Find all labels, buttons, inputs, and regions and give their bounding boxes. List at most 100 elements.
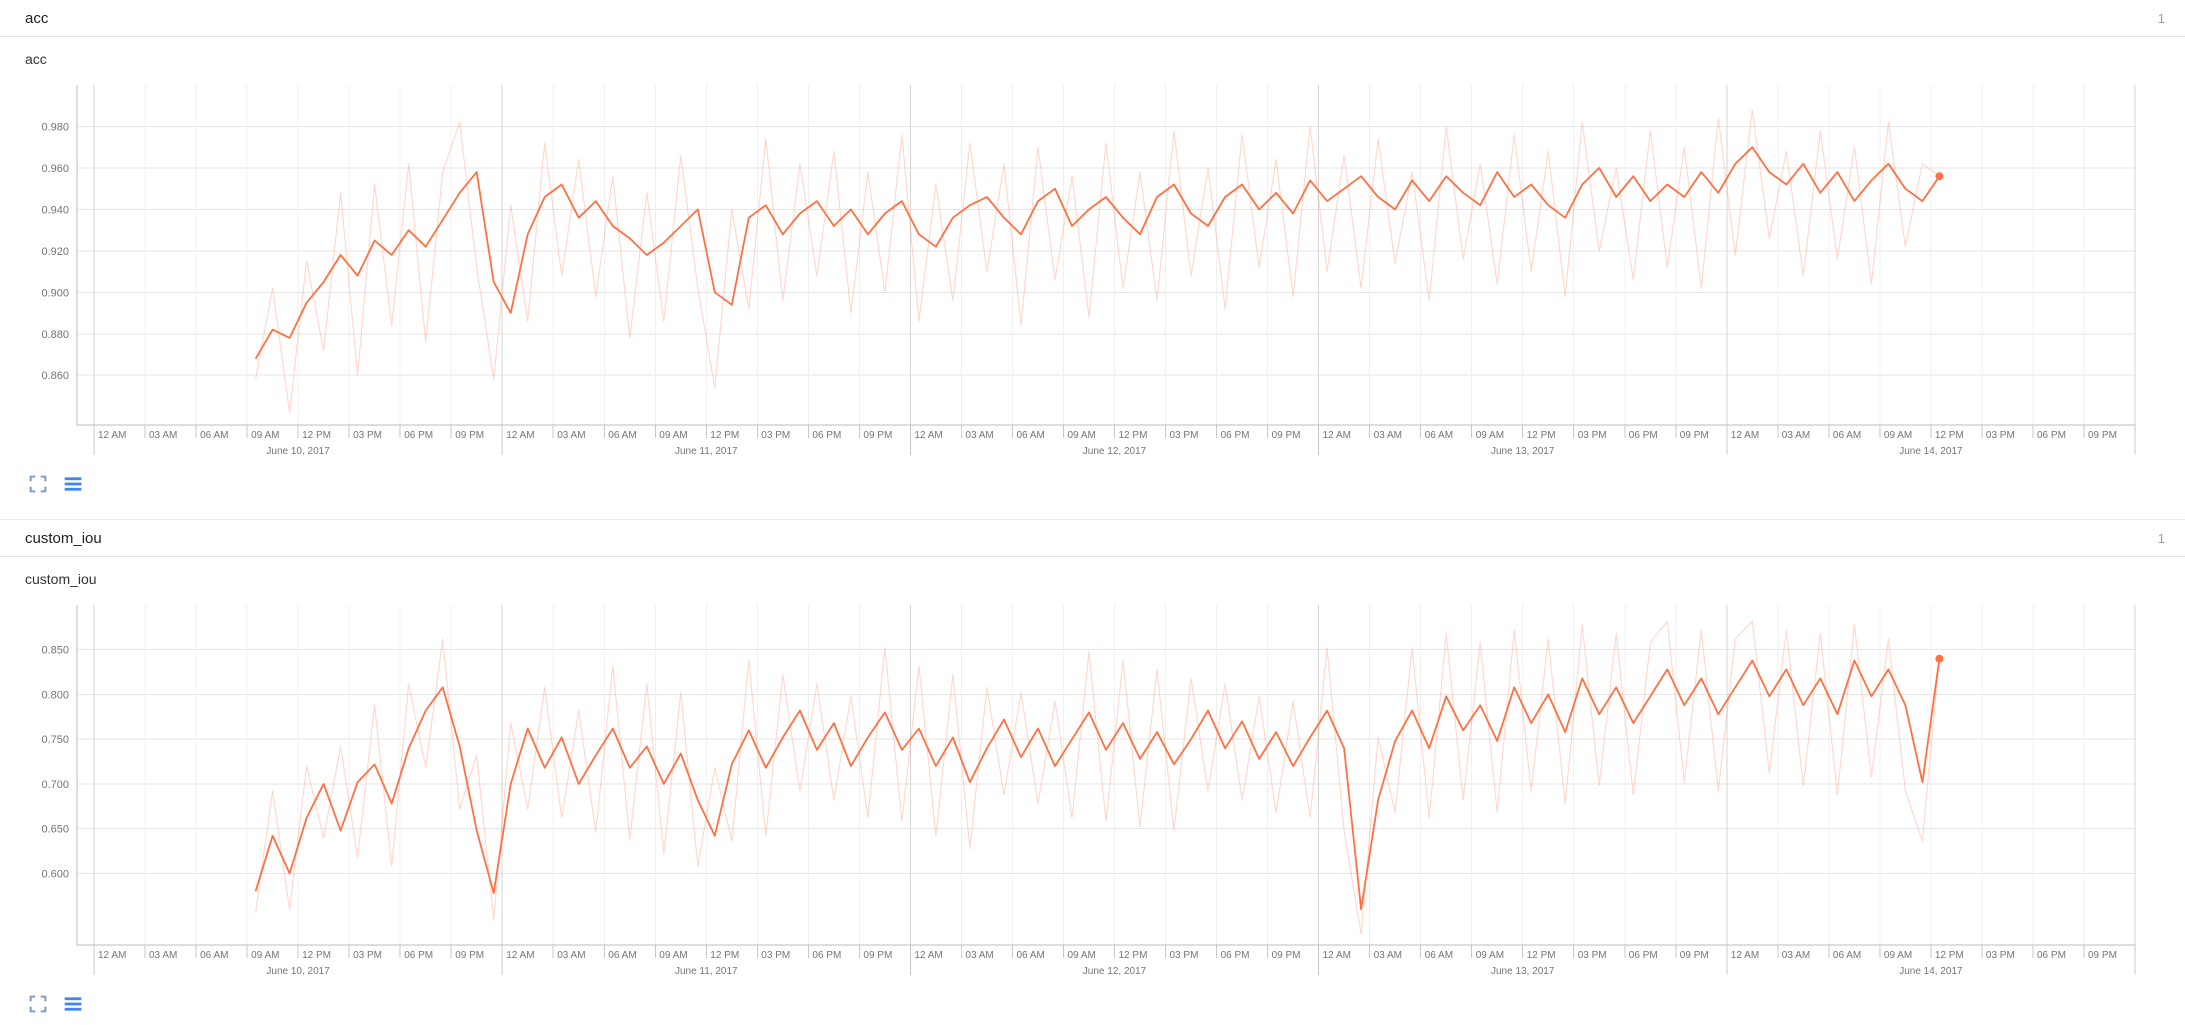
y-axis-tick-label: 0.700 (41, 779, 69, 791)
chart-card-acc: acc 0.860 0.880 0.900 0.920 0.940 0.960 0.980 1… (0, 37, 2185, 505)
section-count-badge: 1 (2157, 530, 2165, 546)
x-axis-tick-label: 09 PM (455, 430, 484, 441)
x-axis-tick-label: 03 AM (1782, 430, 1810, 441)
section-custom-iou: custom_iou 1 custom_iou 0.600 0.650 0.700 0… (0, 519, 2185, 1025)
raw-series-line (255, 620, 1940, 935)
scalar-chart-acc[interactable]: 0.860 0.880 0.900 0.920 0.940 0.960 0.980 12 AM… (25, 77, 2160, 465)
x-axis-tick-label: 06 PM (2037, 950, 2066, 961)
x-axis-tick-label: 03 AM (149, 430, 177, 441)
x-axis-tick-label: 12 PM (302, 950, 331, 961)
section-header-custom-iou[interactable]: custom_iou 1 (0, 519, 2185, 557)
x-axis-tick-label: 03 AM (965, 950, 993, 961)
expand-chart-button[interactable] (27, 993, 49, 1015)
y-axis-tick-label: 0.850 (41, 645, 69, 657)
y-axis-tick-label: 0.800 (41, 690, 69, 702)
x-axis-tick-label: 06 AM (608, 950, 636, 961)
section-title: acc (25, 9, 49, 27)
x-axis-tick-label: 12 AM (506, 950, 534, 961)
x-axis-tick-label: 09 PM (1680, 950, 1709, 961)
x-axis-date-label: June 13, 2017 (1491, 446, 1555, 457)
x-axis-tick-label: 03 PM (1578, 950, 1607, 961)
x-axis-tick-label: 09 PM (1272, 950, 1301, 961)
x-axis-tick-label: 03 AM (149, 950, 177, 961)
scalar-chart-custom-iou[interactable]: 0.600 0.650 0.700 0.750 0.800 0.850 12 AM 03 AM… (25, 597, 2160, 985)
smoothed-series-line (254, 658, 1941, 911)
x-axis-tick-label: 09 AM (659, 430, 687, 441)
x-axis-date-label: June 12, 2017 (1083, 966, 1147, 977)
x-axis-tick-label: 03 PM (1986, 950, 2015, 961)
x-axis-tick-label: 03 AM (1374, 430, 1402, 441)
expand-chart-button[interactable] (27, 473, 49, 495)
y-axis-tick-label: 0.750 (41, 734, 69, 746)
section-title: custom_iou (25, 529, 102, 547)
x-axis-tick-label: 06 AM (608, 430, 636, 441)
x-axis-tick-label: 06 PM (2037, 430, 2066, 441)
x-axis-tick-label: 03 PM (761, 430, 790, 441)
x-axis-tick-label: 12 AM (1731, 950, 1759, 961)
x-axis-date-label: June 13, 2017 (1491, 966, 1555, 977)
x-axis-tick-label: 06 PM (812, 950, 841, 961)
x-axis-date-label: June 11, 2017 (675, 446, 738, 457)
x-axis-date-label: June 10, 2017 (266, 966, 330, 977)
data-table-icon (64, 997, 82, 1011)
x-axis-tick-label: 06 PM (404, 950, 433, 961)
x-axis-tick-label: 12 AM (914, 430, 942, 441)
x-axis-tick-label: 03 AM (557, 430, 585, 441)
x-axis-tick-label: 12 AM (1323, 430, 1351, 441)
x-axis-tick-label: 12 PM (1935, 430, 1964, 441)
x-axis-tick-label: 06 AM (200, 430, 228, 441)
x-axis-tick-label: 12 AM (914, 950, 942, 961)
x-axis-tick-label: 03 PM (1170, 950, 1199, 961)
data-table-button[interactable] (63, 474, 83, 494)
x-axis-tick-label: 03 AM (1782, 950, 1810, 961)
x-axis-tick-label: 03 PM (761, 950, 790, 961)
smoothed-series-line (254, 146, 1941, 360)
x-axis-tick-label: 09 PM (1272, 430, 1301, 441)
chart-actions (27, 471, 2160, 497)
x-axis-tick-label: 09 PM (2088, 430, 2117, 441)
x-axis-tick-label: 12 AM (98, 430, 126, 441)
x-axis-date-label: June 12, 2017 (1083, 446, 1147, 457)
series-end-marker (1935, 654, 1944, 663)
x-axis-tick-label: 09 PM (2088, 950, 2117, 961)
x-axis-date-label: June 14, 2017 (1899, 446, 1963, 457)
x-axis-tick-label: 03 AM (557, 950, 585, 961)
x-axis-tick-label: 03 PM (1170, 430, 1199, 441)
x-axis-date-label: June 11, 2017 (675, 966, 738, 977)
x-axis-tick-label: 09 AM (659, 950, 687, 961)
y-axis-tick-label: 0.860 (41, 370, 69, 382)
x-axis-tick-label: 09 PM (863, 430, 892, 441)
data-table-button[interactable] (63, 994, 83, 1014)
section-header-acc[interactable]: acc 1 (0, 0, 2185, 37)
x-axis-tick-label: 06 AM (1833, 950, 1861, 961)
x-axis-tick-label: 12 AM (1323, 950, 1351, 961)
y-axis-tick-label: 0.940 (41, 204, 69, 216)
x-axis-tick-label: 12 PM (710, 950, 739, 961)
chart-title: acc (25, 51, 47, 67)
x-axis-tick-label: 06 PM (1221, 430, 1250, 441)
section-acc: acc 1 acc 0.860 0.880 0.900 0.920 0.940 0.960… (0, 0, 2185, 505)
x-axis-date-label: June 14, 2017 (1899, 966, 1963, 977)
x-axis-tick-label: 09 AM (251, 950, 279, 961)
section-count-badge: 1 (2157, 10, 2165, 26)
x-axis-tick-label: 06 AM (200, 950, 228, 961)
x-axis-tick-label: 09 PM (455, 950, 484, 961)
x-axis-tick-label: 09 PM (863, 950, 892, 961)
x-axis-tick-label: 12 AM (1731, 430, 1759, 441)
x-axis-tick-label: 12 AM (98, 950, 126, 961)
y-axis-tick-label: 0.980 (41, 122, 69, 134)
x-axis-tick-label: 06 PM (1221, 950, 1250, 961)
y-axis-tick-label: 0.880 (41, 329, 69, 341)
x-axis-tick-label: 03 PM (353, 430, 382, 441)
x-axis-tick-label: 06 AM (1017, 950, 1045, 961)
x-axis-tick-label: 12 PM (710, 430, 739, 441)
x-axis-tick-label: 06 PM (1629, 950, 1658, 961)
x-axis-tick-label: 09 AM (1884, 950, 1912, 961)
x-axis-tick-label: 03 PM (1578, 430, 1607, 441)
x-axis-tick-label: 09 AM (1884, 430, 1912, 441)
x-axis-tick-label: 06 AM (1017, 430, 1045, 441)
x-axis-tick-label: 12 AM (506, 430, 534, 441)
x-axis-tick-label: 06 AM (1425, 430, 1453, 441)
x-axis-tick-label: 06 AM (1425, 950, 1453, 961)
y-axis-tick-label: 0.600 (41, 868, 69, 880)
